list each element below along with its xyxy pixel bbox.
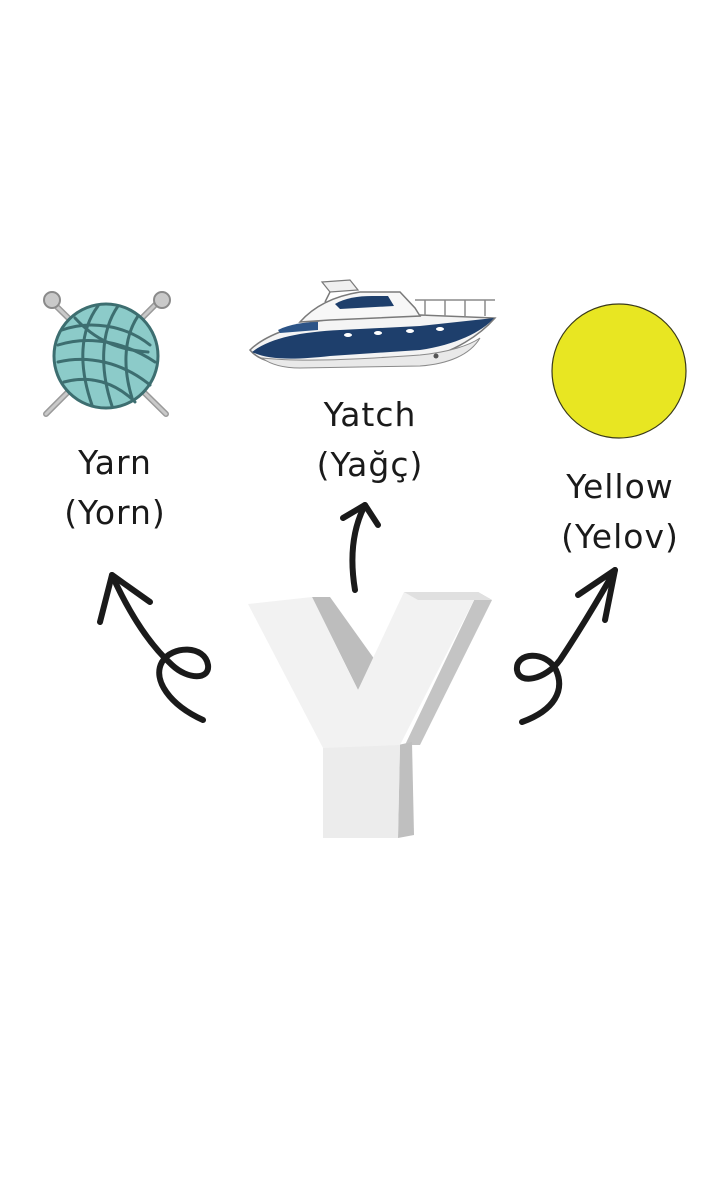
pronunciation-yacht: (Yağç) (316, 445, 424, 484)
arrow-to-yarn (109, 572, 211, 723)
letter-y-stem-face (323, 745, 400, 838)
word-yacht: Yatch (323, 395, 417, 434)
word-yarn: Yarn (78, 443, 152, 482)
yacht-hull-stripe (252, 318, 494, 359)
letter-y-face (248, 592, 478, 838)
label-yellow: Yellow (Yelov) (520, 462, 709, 562)
arrow-to-yellow-head (575, 567, 618, 623)
arrow-to-yacht-head (340, 502, 381, 528)
letter-y-inner-left-side (312, 597, 375, 690)
yacht-flybridge (320, 279, 360, 293)
letter-y-right-arm-side (405, 592, 492, 745)
pronunciation-yarn: (Yorn) (64, 493, 166, 532)
yacht-window (335, 296, 394, 309)
arrow-to-yarn-head (97, 572, 153, 625)
word-yellow: Yellow (566, 467, 674, 506)
arrow-to-yellow (514, 567, 618, 725)
pronunciation-yellow: (Yelov) (561, 517, 679, 556)
yarn-ball-icon (43, 291, 171, 417)
letter-y-3d (248, 592, 492, 838)
letter-y-arm-top (404, 592, 492, 600)
label-yacht: Yatch (Yağç) (275, 390, 465, 490)
yarn-strands (56, 304, 157, 408)
needle-knob-left (43, 291, 61, 309)
yacht-railing (415, 299, 495, 316)
needle-knob-right (153, 291, 171, 309)
motor-yacht-icon (248, 279, 497, 369)
arrow-to-yacht (349, 502, 368, 593)
yacht-portholes (344, 327, 444, 337)
yellow-circle-icon (551, 303, 687, 439)
label-yarn: Yarn (Yorn) (20, 438, 210, 538)
letter-y-stem-side (398, 742, 414, 838)
arrows (97, 502, 618, 725)
